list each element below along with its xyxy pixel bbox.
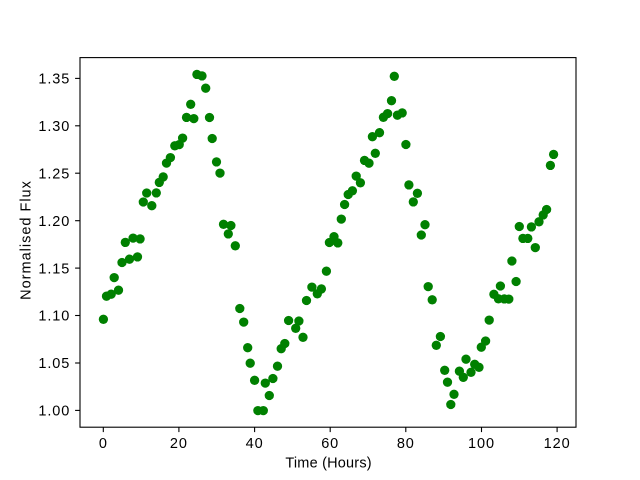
svg-text:1.35: 1.35 [38, 72, 70, 88]
svg-text:1.20: 1.20 [38, 214, 70, 230]
svg-text:1.30: 1.30 [38, 119, 70, 135]
svg-text:1.15: 1.15 [38, 261, 70, 277]
svg-text:Normalised Flux: Normalised Flux [19, 180, 35, 300]
svg-text:120: 120 [544, 436, 571, 452]
svg-text:0: 0 [99, 436, 108, 452]
svg-text:80: 80 [397, 436, 415, 452]
svg-text:1.10: 1.10 [38, 309, 70, 325]
svg-text:100: 100 [468, 436, 495, 452]
svg-text:Time (Hours): Time (Hours) [285, 456, 371, 472]
svg-text:1.05: 1.05 [38, 356, 70, 372]
svg-text:20: 20 [170, 436, 188, 452]
svg-text:1.00: 1.00 [38, 404, 70, 420]
svg-text:40: 40 [246, 436, 264, 452]
svg-text:60: 60 [321, 436, 339, 452]
svg-text:1.25: 1.25 [38, 166, 70, 182]
